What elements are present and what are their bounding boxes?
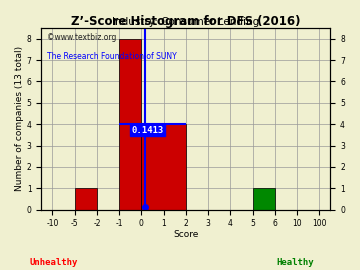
- Bar: [119, 39, 141, 210]
- Title: Z’-Score Histogram for DFS (2016): Z’-Score Histogram for DFS (2016): [71, 15, 301, 28]
- Text: Industry: Consumer Lending: Industry: Consumer Lending: [112, 17, 260, 27]
- Bar: [75, 188, 97, 210]
- X-axis label: Score: Score: [173, 230, 199, 239]
- Bar: [253, 188, 275, 210]
- Text: The Research Foundation of SUNY: The Research Foundation of SUNY: [47, 52, 177, 61]
- Text: ©www.textbiz.org: ©www.textbiz.org: [47, 33, 117, 42]
- Bar: [141, 124, 186, 210]
- Text: Healthy: Healthy: [276, 258, 314, 267]
- Text: Unhealthy: Unhealthy: [30, 258, 78, 267]
- Y-axis label: Number of companies (13 total): Number of companies (13 total): [15, 46, 24, 191]
- Text: 0.1413: 0.1413: [131, 126, 164, 135]
